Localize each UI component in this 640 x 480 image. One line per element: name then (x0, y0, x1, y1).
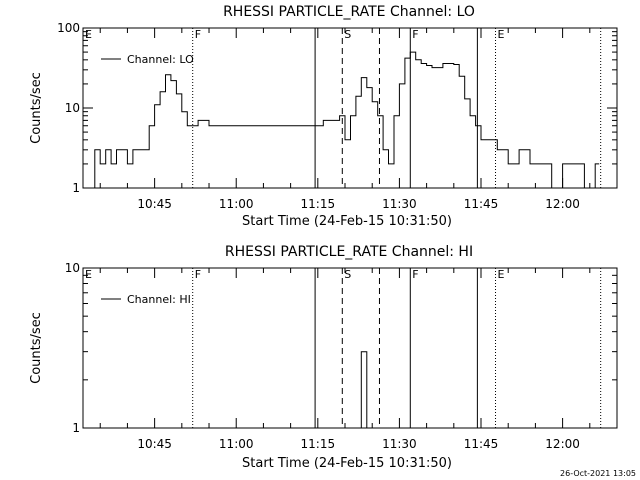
chart-title: RHESSI PARTICLE_RATE Channel: HI (225, 244, 473, 260)
y-tick-label: 1 (72, 181, 80, 195)
chart-panel-lo: RHESSI PARTICLE_RATE Channel: LO Counts/… (29, 4, 618, 229)
x-tick-label: 11:45 (464, 197, 499, 211)
chart-panel-hi: RHESSI PARTICLE_RATE Channel: HI Counts/… (29, 244, 618, 471)
event-marker-label: F (195, 268, 201, 281)
event-marker-label: F (195, 28, 201, 41)
x-tick-label: 12:00 (545, 437, 580, 451)
y-axis-label: Counts/sec (29, 72, 44, 144)
event-marker-label: E (85, 28, 92, 41)
legend-label: Channel: LO (127, 53, 194, 66)
x-tick-label: 11:45 (464, 437, 499, 451)
x-tick-label: 10:45 (137, 197, 172, 211)
axes-frame (82, 267, 618, 429)
event-marker-label: S (344, 268, 351, 281)
series-line (89, 51, 600, 189)
y-tick-label: 100 (57, 21, 80, 35)
x-tick-label: 11:15 (301, 437, 336, 451)
x-tick-label: 11:30 (382, 437, 417, 451)
event-marker-label: E (498, 268, 505, 281)
event-marker-label: F (412, 268, 418, 281)
y-tick-label: 1 (72, 421, 80, 435)
event-marker-label: S (344, 28, 351, 41)
plot-area: 1 10 10:45 11:00 11:15 11:30 11:45 12:00 E F S F E Ch… (65, 261, 618, 451)
x-tick-label: 11:00 (219, 197, 254, 211)
x-tick-label: 11:00 (219, 437, 254, 451)
y-tick-label: 10 (65, 261, 80, 275)
x-tick-label: 10:45 (137, 437, 172, 451)
x-tick-label: 11:30 (382, 197, 417, 211)
y-tick-label: 10 (65, 101, 80, 115)
y-axis-label: Counts/sec (29, 312, 44, 384)
footer-timestamp: 26-Oct-2021 13:05 (560, 469, 636, 478)
plot-area: 1 10 100 10:45 11:00 11:15 11:30 11:45 12:00 E F S F… (57, 21, 618, 211)
chart-title: RHESSI PARTICLE_RATE Channel: LO (223, 4, 475, 20)
event-marker-label: E (498, 28, 505, 41)
series-line (358, 351, 371, 429)
event-marker-label: F (412, 28, 418, 41)
legend-label: Channel: HI (127, 293, 191, 306)
event-marker-label: E (85, 268, 92, 281)
x-axis-label: Start Time (24-Feb-15 10:31:50) (242, 456, 452, 471)
x-tick-label: 11:15 (301, 197, 336, 211)
x-axis-label: Start Time (24-Feb-15 10:31:50) (242, 214, 452, 229)
x-tick-label: 12:00 (545, 197, 580, 211)
